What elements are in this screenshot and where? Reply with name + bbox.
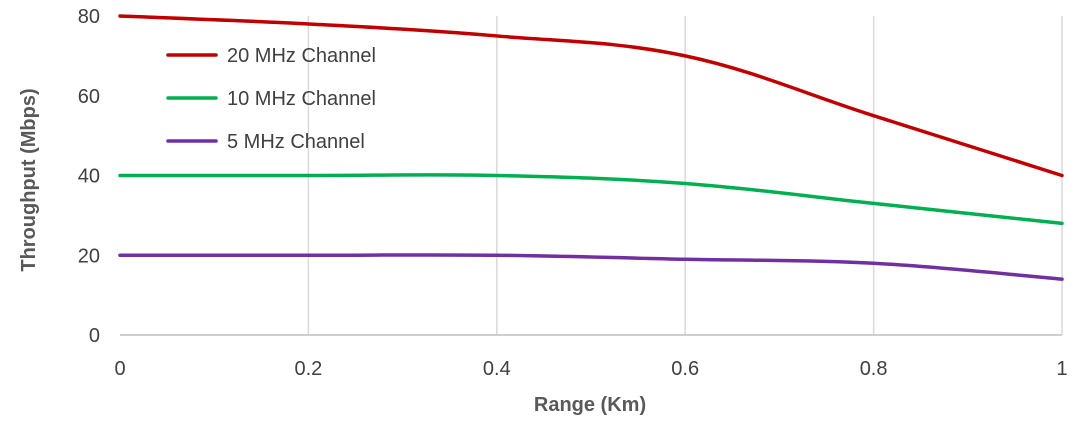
x-tick-label: 0.2 bbox=[294, 358, 322, 380]
y-tick-label: 0 bbox=[89, 325, 100, 347]
legend: 20 MHz Channel 10 MHz Channel 5 MHz Channe… bbox=[166, 45, 376, 153]
y-tick-label: 60 bbox=[78, 86, 100, 108]
x-tick-label: 0.4 bbox=[483, 358, 511, 380]
x-tick-label: 0 bbox=[114, 358, 125, 380]
x-axis-title: Range (Km) bbox=[534, 394, 646, 416]
series-line-3 bbox=[118, 253, 1064, 281]
x-tick-label: 0.6 bbox=[671, 358, 699, 380]
tick-labels: 0 0.2 0.4 0.6 0.8 1 0 20 40 60 80 bbox=[78, 6, 1068, 380]
y-tick-label: 40 bbox=[78, 166, 100, 188]
series-lines bbox=[118, 14, 1064, 281]
x-tick-label: 0.8 bbox=[860, 358, 888, 380]
legend-label: 5 MHz Channel bbox=[227, 131, 365, 153]
legend-label: 10 MHz Channel bbox=[227, 88, 376, 110]
series-line-2 bbox=[118, 173, 1064, 226]
y-tick-label: 80 bbox=[78, 6, 100, 28]
legend-label: 20 MHz Channel bbox=[227, 45, 376, 67]
y-tick-label: 20 bbox=[78, 245, 100, 267]
series-line-1 bbox=[118, 14, 1064, 178]
y-axis-title: Throughput (Mbps) bbox=[18, 88, 40, 271]
x-tick-label: 1 bbox=[1056, 358, 1067, 380]
